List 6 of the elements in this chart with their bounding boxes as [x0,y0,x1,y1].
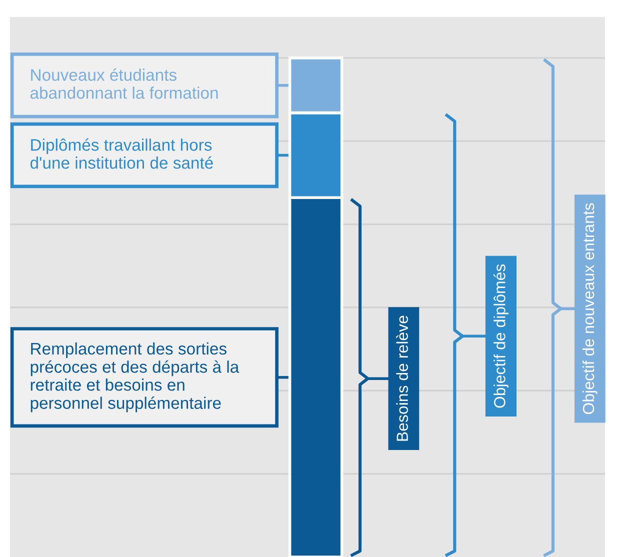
text: Nouveaux étudiants abandonnant la formation [30,68,218,99]
text: Diplômés travaillant hors d'une institution de santé [30,138,213,169]
text: Objectif de diplômés [493,264,509,408]
text: Besoins de relève [396,316,408,441]
text: Objectif de nouveaux entrants [582,203,598,414]
text: Remplacement des sorties précoces et des départs à la retraite et besoins en personnel supplémentaire [30,342,240,412]
